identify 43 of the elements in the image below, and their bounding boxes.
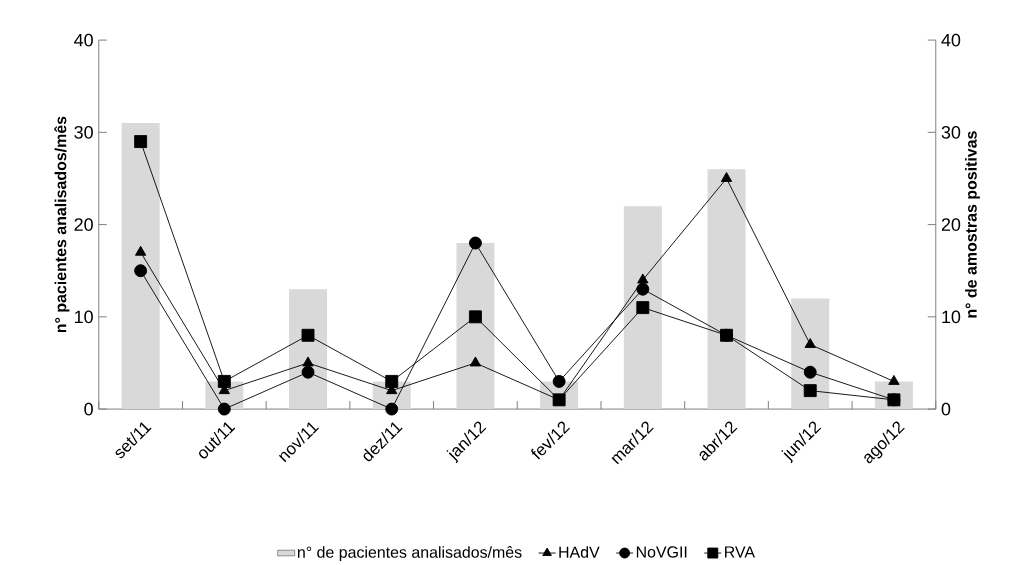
- legend-label: RVA: [725, 546, 755, 558]
- point: [637, 273, 649, 284]
- y-tick-label: 30: [74, 125, 93, 139]
- y2-tick-label: 10: [942, 310, 961, 324]
- point: [720, 172, 733, 182]
- legend-label: n° de pacientes analisados/mês: [297, 546, 522, 562]
- y-tick-label: 0: [84, 402, 93, 416]
- point: [888, 374, 900, 385]
- point: [217, 374, 231, 388]
- point: [301, 365, 315, 379]
- bar: [121, 123, 160, 410]
- point: [468, 310, 482, 324]
- y-tick-label: 40: [74, 33, 93, 47]
- point: [469, 356, 482, 367]
- y2-tick-label: 0: [941, 402, 951, 416]
- point: [803, 365, 817, 379]
- point: [468, 236, 482, 250]
- point: [302, 356, 314, 367]
- point: [301, 328, 315, 342]
- y2-tick-label: 40: [941, 33, 961, 47]
- bar: [623, 206, 662, 410]
- point: [217, 402, 231, 416]
- point: [134, 135, 148, 149]
- point: [552, 374, 566, 388]
- y-tick-label: 20: [74, 218, 93, 231]
- bar: [707, 169, 746, 410]
- y-tick-label: 10: [75, 310, 93, 324]
- y2-axis-title: n° de amostras positivas: [965, 131, 980, 318]
- point: [804, 338, 816, 348]
- legend-label: HAdV: [559, 546, 600, 558]
- point: [803, 384, 817, 398]
- point: [636, 282, 650, 296]
- point: [134, 264, 148, 278]
- bar: [456, 243, 495, 410]
- y2-tick-label: 30: [941, 125, 961, 139]
- y2-tick-label: 20: [941, 218, 961, 231]
- point: [636, 301, 650, 315]
- point: [720, 328, 733, 342]
- point: [385, 374, 399, 388]
- point: [134, 245, 147, 256]
- y-axis-title: n° pacientes analisados/mês: [54, 116, 70, 333]
- legend-label: NoVGII: [636, 546, 687, 558]
- point: [385, 402, 399, 416]
